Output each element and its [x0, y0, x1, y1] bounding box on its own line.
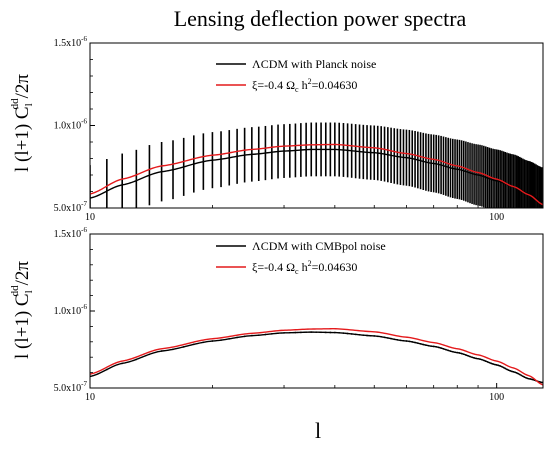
y-axis-label: l (l+1) Cldd/2π: [9, 261, 35, 359]
x-tick-label: 10: [85, 212, 95, 223]
x-tick-label: 100: [489, 392, 504, 403]
lcdm-series-line: [90, 148, 543, 203]
legend-label: ξ=-0.4 Ωc h2=0.04630: [252, 259, 357, 276]
x-axis-label: l: [315, 418, 321, 443]
xi-series-line: [90, 328, 543, 386]
y-tick-label: 1.5x10-6: [54, 226, 88, 240]
plot-area: [90, 328, 543, 386]
lcdm-series-line: [90, 331, 543, 384]
legend-label: ΛCDM with Planck noise: [252, 57, 376, 71]
figure-title: Lensing deflection power spectra: [174, 6, 467, 31]
legend: ΛCDM with Planck noise ξ=-0.4 Ωc h2=0.046…: [216, 57, 376, 94]
bottom-panel-cmbpol: 5.0x10-7 1.0x10-6 1.5x10-6 10 100 ΛCDM with C…: [9, 226, 544, 403]
y-tick-label: 1.5x10-6: [54, 35, 88, 49]
plot-area: [90, 122, 543, 208]
y-tick-label: 1.0x10-6: [54, 303, 88, 317]
x-tick-label: 100: [489, 212, 504, 223]
top-panel-planck: 5.0x10-7 1.0x10-6 1.5x10-6 10 100 ΛCDM with P…: [9, 35, 544, 223]
y-tick-label: 5.0x10-7: [54, 380, 88, 394]
y-tick-label: 1.0x10-6: [54, 118, 88, 132]
xi-series-line: [90, 143, 543, 206]
axes-frame: [89, 233, 544, 389]
legend-label: ξ=-0.4 Ωc h2=0.04630: [252, 77, 357, 94]
legend-label: ΛCDM with CMBpol noise: [252, 239, 386, 253]
y-tick-label: 5.0x10-7: [54, 200, 88, 214]
x-tick-label: 10: [85, 392, 95, 403]
y-axis-label: l (l+1) Cldd/2π: [9, 74, 35, 172]
legend: ΛCDM with CMBpol noise ξ=-0.4 Ωc h2=0.046…: [216, 239, 386, 276]
